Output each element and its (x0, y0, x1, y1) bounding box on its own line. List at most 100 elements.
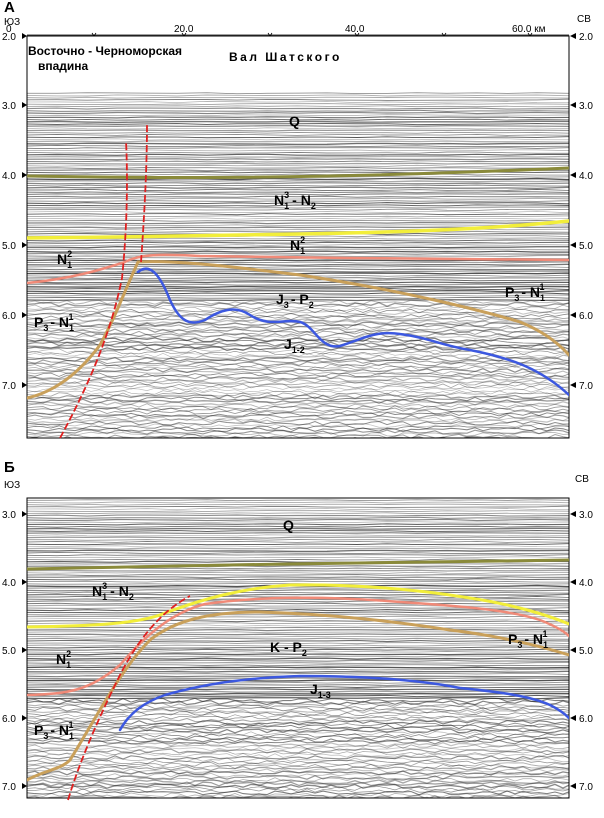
seismic-reflector (27, 604, 569, 607)
seismic-reflector (27, 728, 569, 734)
seismic-reflector (27, 600, 569, 603)
seismic-reflector (27, 536, 569, 539)
region-label-shatsky-ridge: Вал Шатского (229, 50, 342, 64)
seismic-reflector (27, 416, 569, 422)
y-tick-label: 3.0 (2, 101, 16, 112)
panel-b-frame (26, 497, 570, 799)
seismic-reflector (27, 433, 569, 438)
seismic-reflector (27, 211, 569, 213)
panel-a: А ЮЗ СВ 0 20.0 40.0 60.0 км 2.0 3.0 4.0 … (2, 0, 593, 439)
seismic-reflector (27, 396, 569, 402)
seismic-reflector (27, 158, 569, 161)
seismic-reflector (27, 726, 569, 732)
y-tick-label: 5.0 (2, 241, 16, 252)
seismic-reflector (27, 739, 569, 745)
seismic-reflector (27, 354, 569, 360)
seismic-reflector (27, 123, 569, 126)
seismic-reflector (27, 244, 569, 246)
seismic-reflector (27, 107, 569, 110)
seismic-reflector (27, 197, 569, 200)
panel-b-letter: Б (4, 459, 15, 476)
seismic-reflector (27, 759, 569, 765)
seismic-reflector (27, 521, 569, 524)
panel-a-dir-right: СВ (577, 14, 591, 25)
region-label-basin: впадина (38, 59, 89, 73)
seismic-reflector (27, 312, 569, 318)
seismic-reflector (27, 153, 569, 156)
y-tick-label: 3.0 (579, 101, 593, 112)
seismic-reflector (27, 381, 569, 387)
seismic-reflector (27, 92, 569, 95)
horizon-salmon (27, 253, 569, 285)
panel-b-horizons (27, 558, 569, 782)
x-tick-label: 0 (6, 24, 12, 35)
seismic-reflector (27, 409, 569, 415)
seismic-reflector (27, 527, 569, 531)
seismic-reflector (27, 281, 569, 284)
seismic-reflector (27, 646, 569, 649)
y-tick-label: 6.0 (579, 714, 593, 725)
seismic-reflector (27, 378, 569, 385)
panel-b-dir-right: СВ (575, 474, 589, 485)
horizon-yellow (27, 583, 569, 629)
seismic-reflector (27, 534, 569, 537)
seismic-reflector (27, 96, 569, 99)
fault-line (140, 123, 148, 263)
seismic-reflector (27, 598, 569, 601)
unit-label-n13-n2: N13- N2 (92, 581, 134, 602)
seismic-reflector (27, 140, 569, 143)
seismic-reflector (27, 683, 569, 687)
unit-label-n12-right: N12 (290, 235, 305, 256)
seismic-reflector (27, 109, 569, 112)
seismic-reflector (27, 503, 569, 506)
unit-label-q: Q (283, 517, 294, 533)
seismic-reflector (27, 531, 569, 535)
seismic-reflector (27, 412, 569, 417)
seismic-reflector (27, 783, 569, 789)
panel-b-y-ticks-left: 3.0 4.0 5.0 6.0 7.0 (2, 510, 16, 793)
seismic-reflector (27, 733, 569, 738)
seismic-reflector (27, 206, 569, 209)
seismic-reflector (27, 299, 569, 305)
seismic-reflector (27, 586, 569, 590)
seismic-reflector (27, 514, 569, 517)
seismic-reflector (27, 770, 569, 776)
seismic-reflector (27, 772, 569, 778)
seismic-reflector (27, 790, 569, 796)
seismic-reflector (27, 706, 569, 712)
seismic-reflector (27, 644, 569, 647)
seismic-reflector (27, 744, 569, 749)
seismic-reflector (27, 554, 569, 557)
fault-line (67, 595, 191, 801)
seismic-reflector (27, 356, 569, 363)
unit-label-p3-n1-right: P3- N11 (505, 282, 545, 303)
seismic-reflector (27, 575, 569, 579)
seismic-reflector (27, 681, 569, 684)
seismic-reflector (27, 118, 569, 121)
panel-b: Б ЮЗ СВ 3.0 4.0 5.0 6.0 7.0 3.0 4.0 5.0 … (2, 459, 593, 801)
panel-a-y-ticks-right: 2.0 3.0 4.0 5.0 6.0 7.0 (22, 32, 593, 392)
seismic-reflector (27, 336, 569, 343)
seismic-reflector (27, 283, 569, 286)
seismic-reflector (27, 547, 569, 550)
seismic-reflector (27, 385, 569, 391)
seismic-reflector (27, 142, 569, 146)
seismic-reflector (27, 339, 569, 345)
x-tick-label: 60.0 км (512, 24, 546, 35)
seismic-reflector (27, 390, 569, 395)
seismic-reflector (27, 259, 569, 262)
seismic-reflector (27, 352, 569, 358)
y-tick-label: 3.0 (579, 510, 593, 521)
seismic-reflector (27, 525, 569, 528)
panel-b-seismic (27, 498, 569, 798)
seismic-reflector (27, 602, 569, 605)
seismic-reflector (27, 677, 569, 680)
seismic-reflector (27, 217, 569, 220)
unit-label-q: Q (289, 113, 300, 129)
seismic-reflector (27, 690, 569, 693)
seismic-reflector (27, 505, 569, 508)
seismic-reflector (27, 648, 569, 651)
seismic-reflector (27, 191, 569, 194)
seismic-reflector (27, 239, 569, 242)
seismic-reflector (27, 219, 569, 222)
